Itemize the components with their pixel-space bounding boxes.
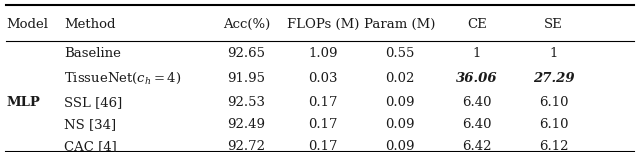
Text: 0.17: 0.17: [308, 96, 338, 109]
Text: 91.95: 91.95: [227, 72, 266, 85]
Text: 0.17: 0.17: [308, 140, 338, 152]
Text: 1: 1: [472, 47, 481, 60]
Text: 6.40: 6.40: [462, 118, 492, 131]
Text: 1.09: 1.09: [308, 47, 338, 60]
Text: 6.40: 6.40: [462, 96, 492, 109]
Text: 0.09: 0.09: [385, 96, 415, 109]
Text: 36.06: 36.06: [456, 72, 498, 85]
Text: Acc(%): Acc(%): [223, 18, 270, 31]
Text: TissueNet($c_h = 4$): TissueNet($c_h = 4$): [64, 71, 181, 86]
Text: 0.17: 0.17: [308, 118, 338, 131]
Text: NS [34]: NS [34]: [64, 118, 116, 131]
Text: 27.29: 27.29: [532, 72, 575, 85]
Text: 0.09: 0.09: [385, 118, 415, 131]
Text: 6.12: 6.12: [539, 140, 568, 152]
Text: CE: CE: [467, 18, 486, 31]
Text: SE: SE: [544, 18, 563, 31]
Text: 6.10: 6.10: [539, 96, 568, 109]
Text: 92.49: 92.49: [227, 118, 266, 131]
Text: 6.10: 6.10: [539, 118, 568, 131]
Text: 0.02: 0.02: [385, 72, 415, 85]
Text: 6.42: 6.42: [462, 140, 492, 152]
Text: Method: Method: [64, 18, 115, 31]
Text: 1: 1: [549, 47, 558, 60]
Text: 92.72: 92.72: [227, 140, 266, 152]
Text: SSL [46]: SSL [46]: [64, 96, 122, 109]
Text: 0.09: 0.09: [385, 140, 415, 152]
Text: Baseline: Baseline: [64, 47, 121, 60]
Text: 0.55: 0.55: [385, 47, 415, 60]
Text: FLOPs (M): FLOPs (M): [287, 18, 360, 31]
Text: 92.65: 92.65: [227, 47, 266, 60]
Text: 92.53: 92.53: [227, 96, 266, 109]
Text: 0.03: 0.03: [308, 72, 338, 85]
Text: Param (M): Param (M): [364, 18, 436, 31]
Text: MLP: MLP: [6, 96, 40, 109]
Text: Model: Model: [6, 18, 49, 31]
Text: CAC [4]: CAC [4]: [64, 140, 116, 152]
